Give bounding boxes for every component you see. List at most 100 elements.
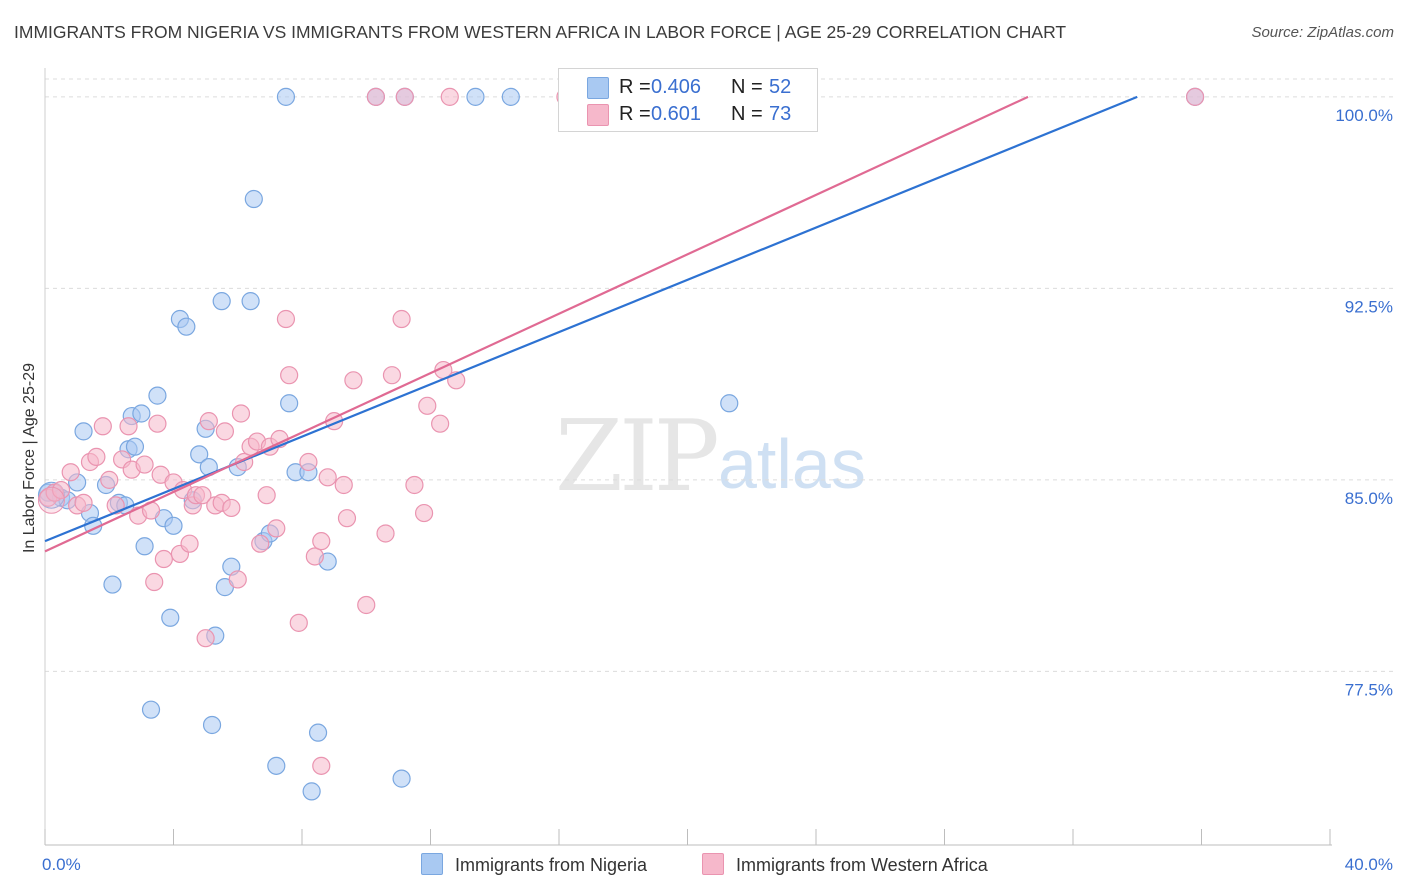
wafrica-point bbox=[100, 470, 119, 489]
wafrica-point bbox=[289, 613, 308, 632]
nigeria-point bbox=[148, 386, 167, 405]
wafrica-point bbox=[395, 87, 414, 106]
wafrica-point bbox=[334, 475, 353, 495]
series-legend: Immigrants from Nigeria Immigrants from … bbox=[0, 853, 1406, 877]
wafrica-point bbox=[376, 524, 395, 543]
legend-item-nigeria[interactable]: Immigrants from Nigeria bbox=[421, 853, 647, 876]
wafrica-point bbox=[440, 87, 459, 106]
nigeria-point bbox=[141, 700, 161, 719]
wafrica-point bbox=[135, 455, 154, 474]
wafrica-point bbox=[93, 417, 112, 436]
legend-item-label: Immigrants from Western Africa bbox=[736, 855, 988, 875]
wafrica-point bbox=[74, 493, 93, 512]
nigeria-point bbox=[202, 715, 222, 735]
wafrica-point bbox=[267, 519, 286, 538]
wafrica-point bbox=[231, 404, 251, 423]
wafrica-point bbox=[145, 572, 164, 592]
legend-r-value: 0.406 bbox=[651, 76, 702, 98]
wafrica-point bbox=[318, 468, 337, 487]
nigeria-point bbox=[164, 516, 183, 535]
wafrica-trend-line bbox=[44, 95, 1029, 553]
wafrica-point bbox=[180, 534, 199, 553]
wafrica-point bbox=[305, 547, 324, 566]
legend-n-value: 73 bbox=[769, 103, 792, 125]
wafrica-point bbox=[312, 532, 331, 551]
wafrica-point bbox=[418, 396, 437, 415]
nigeria-swatch bbox=[421, 853, 443, 875]
nigeria-point bbox=[276, 87, 296, 106]
nigeria-point bbox=[244, 189, 263, 209]
wafrica-point bbox=[299, 452, 318, 472]
wafrica-point bbox=[1185, 87, 1205, 106]
wafrica-swatch bbox=[587, 104, 609, 126]
wafrica-point bbox=[357, 595, 376, 615]
x-tick-label-min: 0.0% bbox=[42, 855, 81, 874]
wafrica-point bbox=[276, 309, 296, 329]
legend-row-nigeria: R = 0.406 N = 52 bbox=[559, 74, 817, 100]
y-tick-label: 77.5% bbox=[1345, 680, 1393, 699]
wafrica-point bbox=[366, 87, 385, 106]
wafrica-point bbox=[337, 509, 357, 528]
nigeria-point bbox=[74, 422, 93, 441]
wafrica-point bbox=[312, 756, 331, 775]
legend-r-label: R = bbox=[619, 103, 651, 125]
legend-r-value: 0.601 bbox=[651, 103, 702, 125]
y-tick-label: 92.5% bbox=[1345, 297, 1393, 316]
wafrica-point bbox=[154, 549, 173, 569]
watermark-zip: ZIP bbox=[555, 400, 717, 514]
wafrica-point bbox=[392, 309, 411, 329]
legend-item-label: Immigrants from Nigeria bbox=[455, 855, 648, 875]
legend-item-wafrica[interactable]: Immigrants from Western Africa bbox=[702, 853, 988, 876]
nigeria-point bbox=[501, 87, 520, 106]
wafrica-point bbox=[431, 414, 450, 433]
nigeria-point bbox=[267, 756, 286, 775]
wafrica-point bbox=[344, 371, 363, 390]
nigeria-point bbox=[308, 723, 328, 742]
nigeria-point bbox=[466, 87, 485, 106]
watermark-atlas: atlas bbox=[718, 425, 866, 503]
wafrica-point bbox=[382, 366, 402, 385]
nigeria-point bbox=[177, 317, 196, 336]
nigeria-point bbox=[392, 769, 411, 788]
nigeria-point bbox=[161, 608, 180, 627]
y-tick-label: 85.0% bbox=[1345, 489, 1393, 508]
nigeria-swatch bbox=[587, 77, 609, 99]
legend-n-label: N = bbox=[731, 103, 763, 125]
chart-title: IMMIGRANTS FROM NIGERIA VS IMMIGRANTS FR… bbox=[14, 22, 1067, 42]
wafrica-point bbox=[196, 629, 215, 648]
y-tick-label: 100.0% bbox=[1335, 106, 1393, 125]
wafrica-point bbox=[61, 463, 80, 482]
legend-row-wafrica: R = 0.601 N = 73 bbox=[559, 101, 817, 127]
wafrica-point bbox=[405, 475, 424, 495]
nigeria-point bbox=[280, 394, 299, 413]
legend-r-label: R = bbox=[619, 76, 651, 98]
wafrica-swatch bbox=[702, 853, 724, 875]
wafrica-point bbox=[251, 534, 270, 553]
nigeria-point bbox=[302, 782, 321, 801]
wafrica-point bbox=[51, 480, 71, 500]
nigeria-point bbox=[212, 292, 231, 311]
wafrica-point bbox=[215, 422, 234, 441]
wafrica-point bbox=[228, 570, 247, 589]
stats-legend: R = 0.406 N = 52 R = 0.601 N = 73 bbox=[558, 68, 818, 132]
y-axis-label: In Labor Force | Age 25-29 bbox=[21, 362, 38, 554]
nigeria-point bbox=[190, 445, 209, 464]
nigeria-point bbox=[103, 575, 122, 594]
nigeria-point bbox=[135, 537, 154, 556]
wafrica-point bbox=[193, 486, 212, 505]
legend-n-label: N = bbox=[731, 76, 763, 98]
wafrica-point bbox=[87, 447, 106, 466]
wafrica-point bbox=[119, 417, 138, 436]
wafrica-point bbox=[257, 486, 276, 505]
x-tick-label-max: 40.0% bbox=[1345, 855, 1393, 874]
nigeria-point bbox=[125, 437, 145, 456]
legend-n-value: 52 bbox=[769, 76, 792, 98]
wafrica-point bbox=[199, 412, 218, 431]
wafrica-cluster bbox=[37, 486, 65, 514]
nigeria-point bbox=[132, 404, 151, 423]
wafrica-point bbox=[148, 414, 167, 433]
nigeria-point bbox=[720, 394, 739, 413]
source-label: Source: ZipAtlas.com bbox=[1251, 24, 1394, 41]
wafrica-point bbox=[414, 503, 434, 523]
